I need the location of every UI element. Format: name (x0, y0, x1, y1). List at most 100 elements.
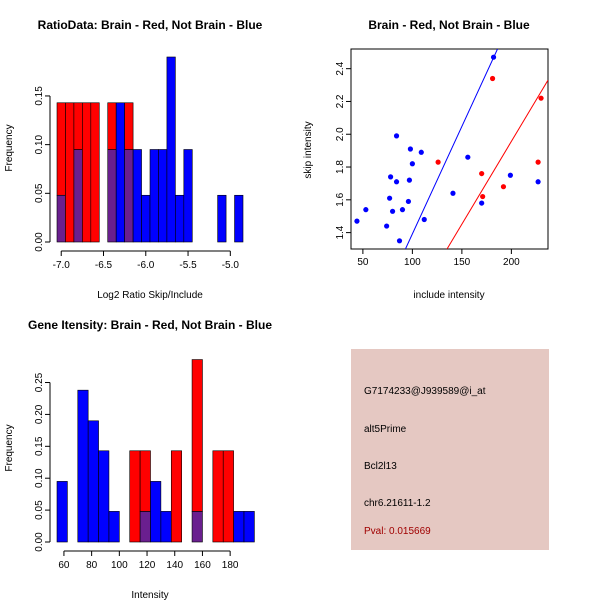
y-tick-label: 0.10 (34, 468, 45, 488)
bar-brain (73, 102, 83, 150)
brain-point (480, 193, 486, 200)
bar-overlap (107, 149, 117, 243)
not-brain-fit-line (404, 49, 498, 249)
bar-brain (65, 102, 75, 243)
x-tick-label: -6.0 (137, 260, 155, 271)
x-tick-label: 50 (357, 257, 369, 268)
not-brain-point (535, 179, 541, 185)
bar-overlap (124, 149, 134, 243)
brain-fit-line (446, 79, 548, 249)
not-brain-point (490, 54, 497, 60)
not-brain-point (450, 190, 456, 196)
not-brain-point (507, 172, 513, 178)
brain-point (479, 170, 485, 177)
intensity-histogram-axes: 60 80 100 120 140 160 180 0.00 0.05 0.10 0.15 0.20 0… (34, 372, 239, 571)
y-tick-label: 1.6 (335, 192, 346, 206)
bar-brain (170, 450, 182, 543)
bar-not-brain (160, 511, 172, 543)
x-tick-label: 200 (503, 257, 520, 268)
not-brain-point (363, 207, 369, 213)
bar-not-brain (243, 511, 255, 543)
brain-point (535, 159, 541, 165)
y-tick-label: 0.05 (34, 500, 45, 520)
scatter-xlabel: include intensity (413, 290, 484, 301)
x-tick-label: 160 (194, 560, 211, 571)
x-tick-label: 140 (166, 560, 183, 571)
bar-not-brain (150, 481, 162, 543)
bar-brain (222, 450, 234, 543)
bar-brain (90, 102, 100, 243)
bar-overlap (56, 194, 66, 243)
y-tick-label: 0.15 (34, 86, 45, 106)
bar-brain (56, 102, 66, 196)
bar-brain (191, 359, 203, 512)
bar-brain (212, 450, 224, 543)
bar-brain (139, 450, 151, 512)
bar-not-brain (115, 102, 125, 243)
x-tick-label: 180 (222, 560, 239, 571)
not-brain-point (409, 161, 415, 167)
bar-not-brain (108, 511, 120, 543)
y-tick-label: 0.00 (34, 532, 45, 552)
bar-not-brain (217, 194, 227, 243)
not-brain-point (465, 154, 471, 160)
intensity-histogram-ylabel: Frequency (4, 424, 15, 471)
x-tick-label: -7.0 (53, 260, 71, 271)
brain-point (538, 95, 544, 101)
y-tick-label: 2.2 (335, 94, 346, 108)
scatter-axes: 50 100 150 200 1.4 1.6 1.8 2.0 2.2 2.4 (335, 61, 520, 268)
chromosome-location: chr6.21611-1.2 (364, 498, 431, 509)
brain-point (500, 184, 507, 190)
bar-not-brain (87, 420, 99, 543)
not-brain-point (407, 146, 413, 152)
intensity-histogram-title: Gene Itensity: Brain - Red, Not Brain - … (28, 318, 272, 332)
bar-not-brain (158, 149, 168, 243)
x-tick-label: 150 (454, 257, 471, 268)
y-tick-label: 0.25 (34, 372, 45, 392)
bar-not-brain (234, 194, 244, 243)
x-tick-label: 120 (139, 560, 156, 571)
x-tick-label: 100 (111, 560, 128, 571)
not-brain-point (354, 218, 360, 224)
scatter-panel: Brain - Red, Not Brain - Blue 50 100 150 20… (303, 18, 549, 301)
info-box: G7174233@J939589@i_at alt5Prime Bcl2l13 … (351, 349, 549, 550)
not-brain-point (393, 133, 400, 139)
probe-id: G7174233@J939589@i_at (364, 386, 486, 397)
bar-brain (124, 102, 134, 150)
y-tick-label: 2.4 (335, 61, 346, 75)
not-brain-point (421, 216, 427, 223)
scatter-frame (350, 48, 549, 250)
scatter-plot-area (350, 48, 549, 250)
event-type: alt5Prime (364, 424, 407, 435)
not-brain-point (387, 174, 394, 180)
x-tick-label: 80 (86, 560, 98, 571)
x-tick-label: 60 (58, 560, 70, 571)
bar-not-brain (77, 389, 89, 543)
x-tick-label: -5.0 (222, 260, 240, 271)
intensity-histogram-panel: Gene Itensity: Brain - Red, Not Brain - … (4, 318, 272, 600)
bar-brain (129, 450, 141, 543)
bar-not-brain (149, 149, 159, 243)
brain-point (435, 159, 441, 165)
ratio-histogram-ylabel: Frequency (4, 124, 15, 171)
bar-overlap (191, 511, 203, 543)
gene-name: Bcl2l13 (364, 461, 397, 472)
intensity-histogram-bars (56, 359, 255, 543)
bar-not-brain (132, 149, 142, 243)
bar-not-brain (141, 194, 151, 243)
bar-not-brain (233, 511, 245, 543)
ratio-histogram-title: RatioData: Brain - Red, Not Brain - Blue (38, 18, 263, 32)
y-tick-label: 1.8 (335, 160, 346, 174)
bar-brain (107, 102, 117, 150)
not-brain-point (384, 223, 390, 229)
scatter-ylabel: skip intensity (303, 121, 314, 178)
not-brain-point (406, 177, 413, 183)
not-brain-point (389, 208, 396, 214)
intensity-histogram-xlabel: Intensity (131, 590, 168, 600)
y-tick-label: 2.0 (335, 127, 346, 141)
not-brain-point (479, 200, 485, 206)
y-tick-label: 0.05 (34, 183, 45, 203)
x-tick-label: 100 (404, 257, 421, 268)
not-brain-point (396, 238, 403, 244)
